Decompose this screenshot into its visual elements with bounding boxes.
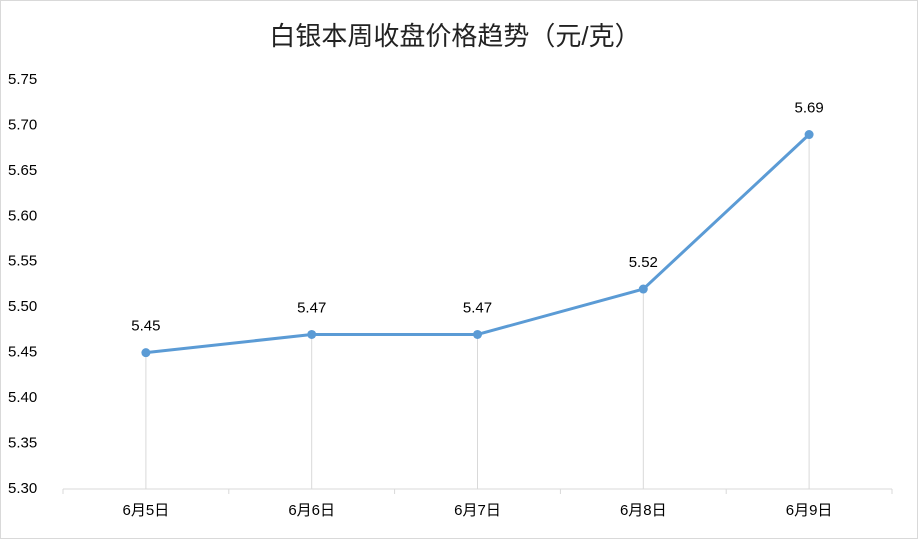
y-tick-label: 5.70 — [8, 116, 37, 133]
y-tick-label: 5.40 — [8, 389, 37, 406]
data-label: 5.52 — [629, 254, 658, 271]
data-label: 5.45 — [131, 318, 160, 335]
y-tick-label: 5.65 — [8, 162, 37, 179]
x-tick-label: 6月8日 — [620, 502, 667, 519]
data-point — [473, 329, 482, 339]
x-tick-label: 6月7日 — [454, 502, 501, 519]
y-tick-label: 5.75 — [8, 71, 37, 88]
data-point — [141, 348, 151, 358]
y-tick-label: 5.45 — [8, 344, 37, 361]
data-label: 5.69 — [794, 100, 823, 117]
y-tick-label: 5.50 — [8, 298, 37, 315]
x-tick-label: 6月9日 — [786, 502, 833, 519]
data-point — [638, 284, 648, 294]
data-label: 5.47 — [297, 299, 326, 316]
y-tick-label: 5.55 — [8, 253, 37, 270]
chart-title: 白银本周收盘价格趋势（元/克） — [269, 21, 640, 51]
x-tick-label: 6月6日 — [288, 502, 335, 519]
x-tick-label: 6月5日 — [123, 502, 170, 519]
data-label: 5.47 — [463, 299, 492, 316]
y-tick-label: 5.30 — [8, 480, 37, 497]
y-tick-label: 5.60 — [8, 207, 37, 224]
data-point — [804, 130, 814, 140]
y-tick-label: 5.35 — [8, 435, 37, 452]
data-point — [307, 329, 317, 339]
